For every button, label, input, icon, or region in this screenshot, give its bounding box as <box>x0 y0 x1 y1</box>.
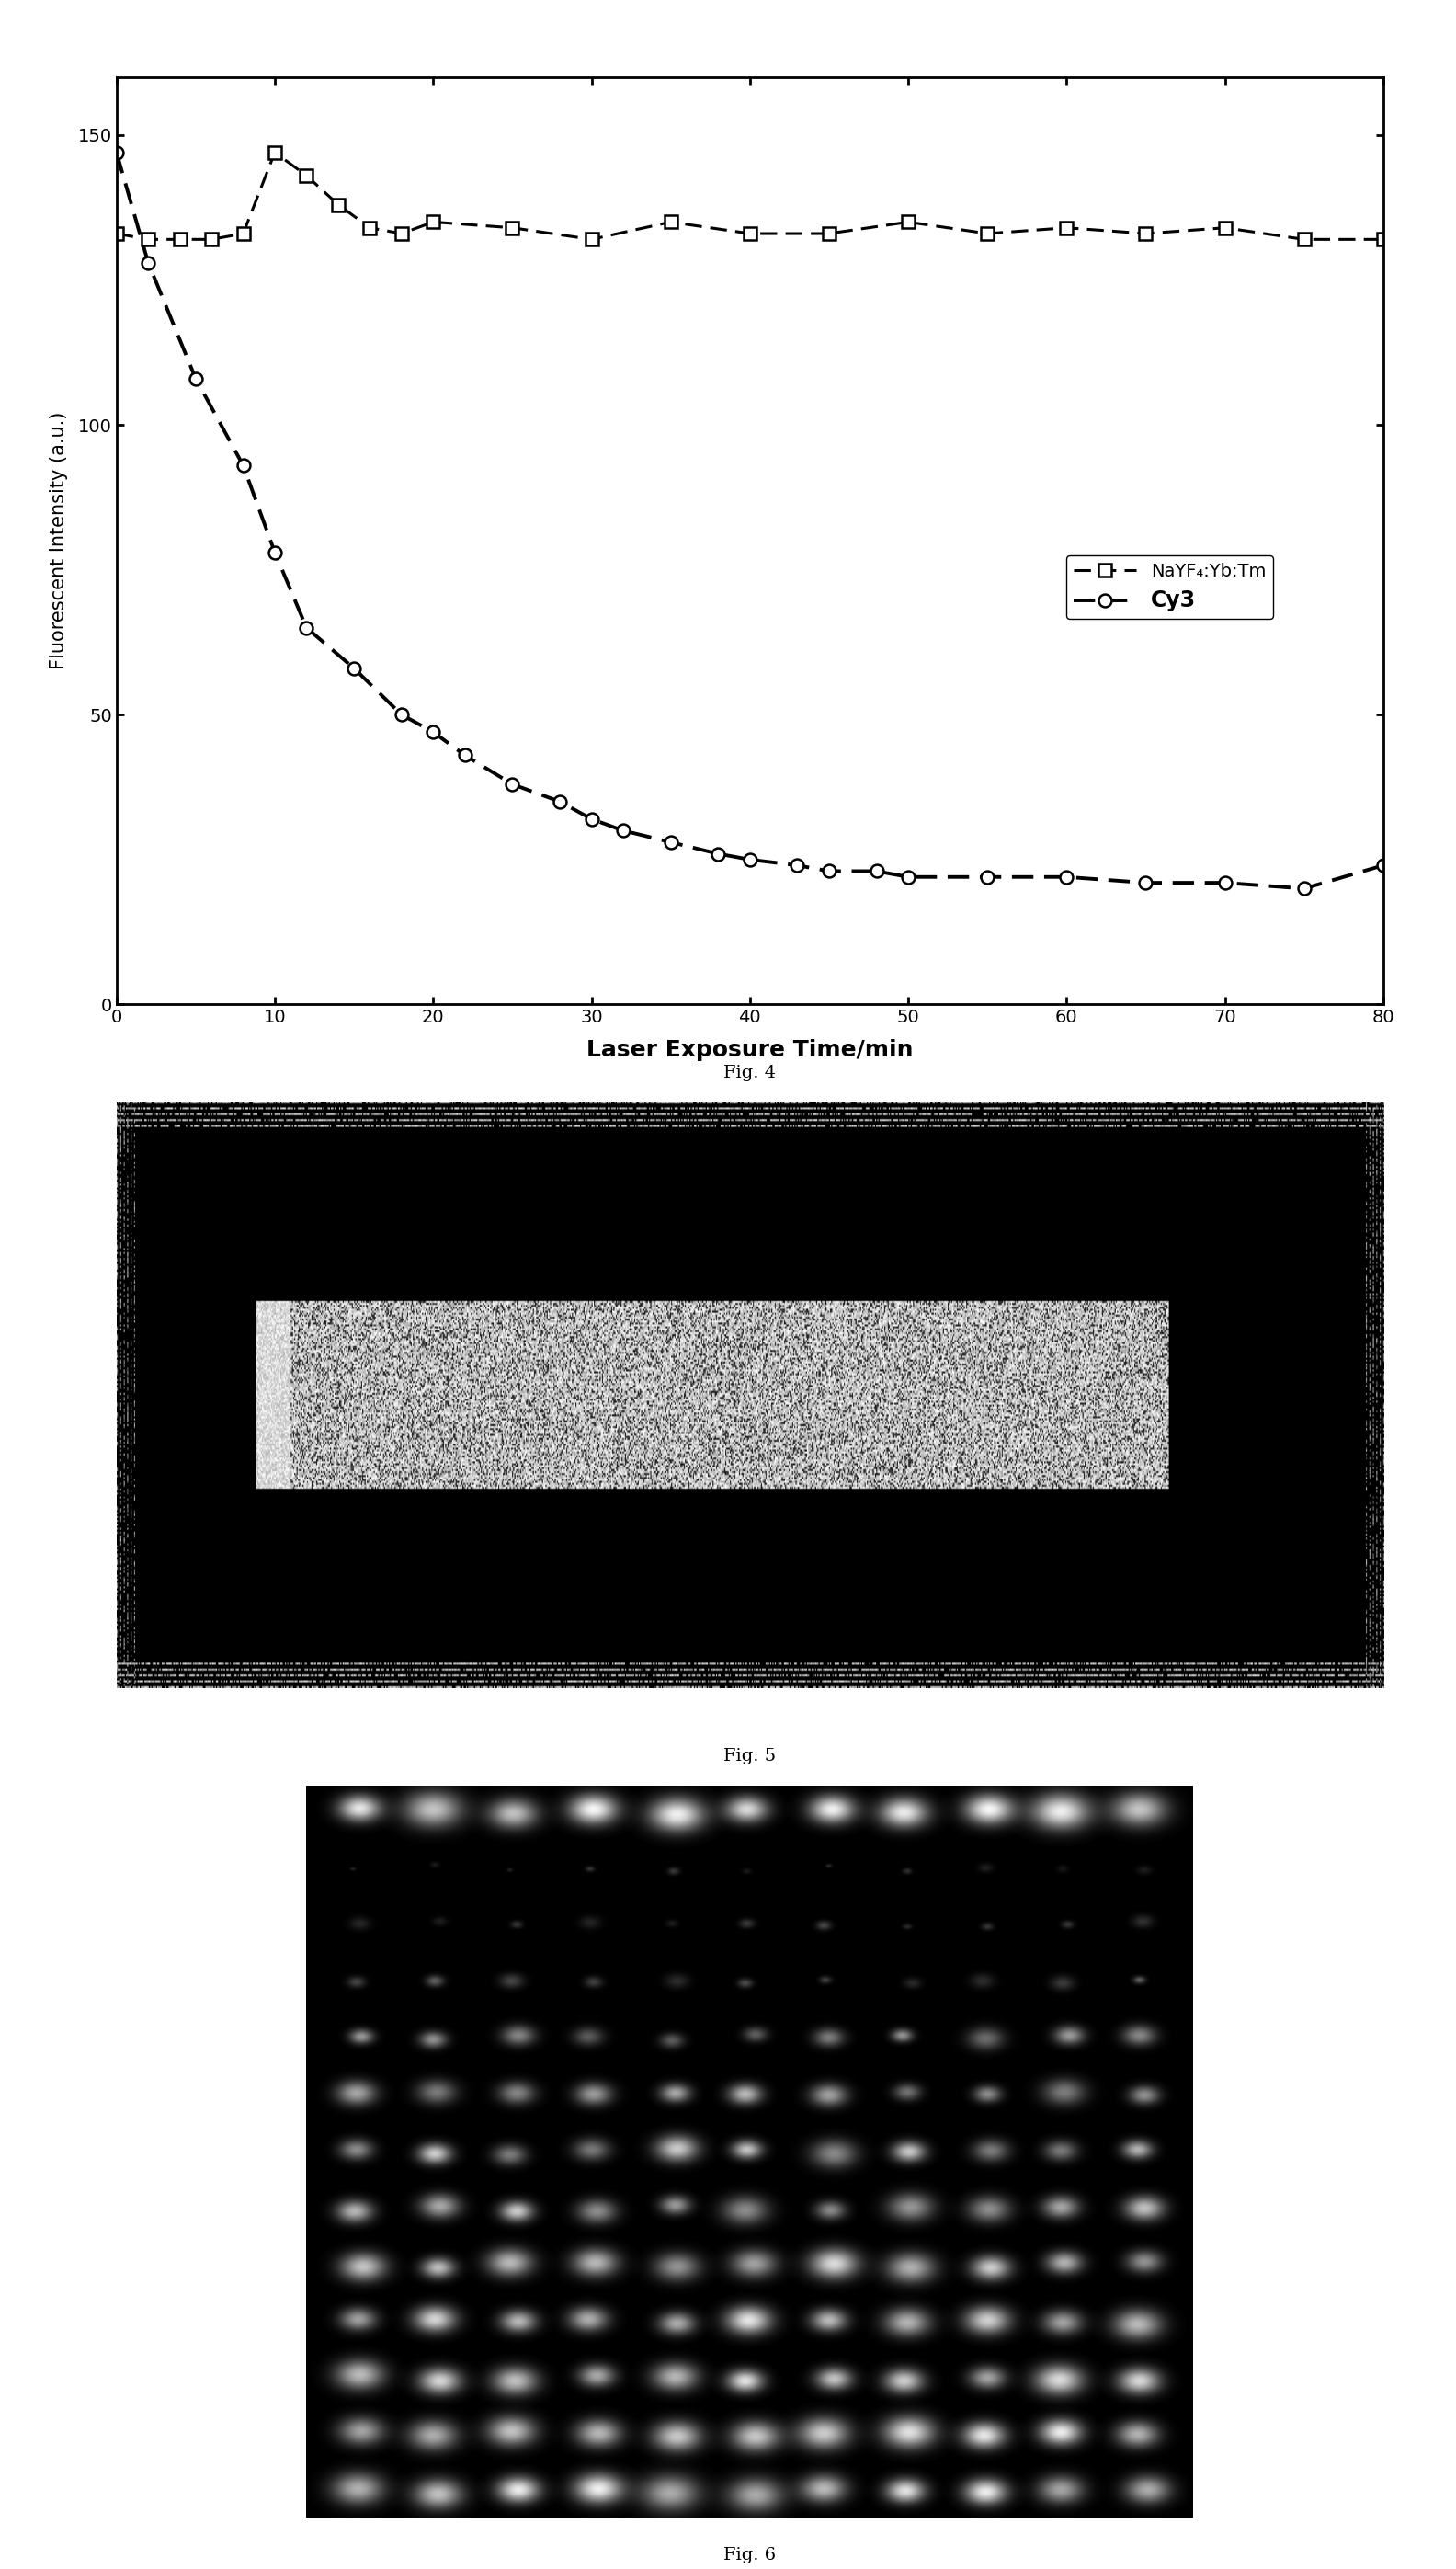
Text: Fig. 6: Fig. 6 <box>724 2546 776 2564</box>
NaYF₄:Yb:Tm <box>234 218 252 249</box>
NaYF₄:Yb:Tm <box>1296 224 1313 254</box>
NaYF₄:Yb:Tm <box>172 224 189 254</box>
NaYF₄:Yb:Tm <box>108 218 125 249</box>
Cy3 <box>266 537 284 568</box>
Cy3 <box>393 699 411 730</box>
Cy3 <box>900 861 917 891</box>
Cy3 <box>140 247 157 277</box>
NaYF₄:Yb:Tm <box>900 206 917 236</box>
NaYF₄:Yb:Tm <box>202 224 220 254</box>
NaYF₄:Yb:Tm <box>1137 218 1155 249</box>
NaYF₄:Yb:Tm <box>140 224 157 254</box>
Y-axis label: Fluorescent Intensity (a.u.): Fluorescent Intensity (a.u.) <box>50 411 67 671</box>
NaYF₄:Yb:Tm <box>820 218 837 249</box>
Cy3 <box>741 845 759 876</box>
Cy3 <box>425 717 443 748</box>
NaYF₄:Yb:Tm <box>329 190 347 221</box>
Cy3 <box>1137 868 1155 899</box>
Cy3 <box>1374 850 1392 881</box>
NaYF₄:Yb:Tm <box>298 159 316 190</box>
NaYF₄:Yb:Tm <box>1057 213 1075 244</box>
Cy3 <box>978 861 996 891</box>
Cy3 <box>298 611 316 642</box>
Cy3 <box>789 850 807 881</box>
NaYF₄:Yb:Tm <box>425 206 443 236</box>
Cy3 <box>108 136 125 167</box>
NaYF₄:Yb:Tm <box>504 213 521 244</box>
NaYF₄:Yb:Tm <box>361 213 379 244</box>
Text: Fig. 4: Fig. 4 <box>724 1064 776 1082</box>
Cy3 <box>614 814 632 845</box>
Cy3 <box>662 827 680 858</box>
Text: Fig. 5: Fig. 5 <box>724 1747 776 1765</box>
Cy3 <box>186 362 204 393</box>
Cy3 <box>1216 868 1233 899</box>
Cy3 <box>345 653 363 683</box>
NaYF₄:Yb:Tm <box>1216 213 1233 244</box>
NaYF₄:Yb:Tm <box>741 218 759 249</box>
X-axis label: Laser Exposure Time/min: Laser Exposure Time/min <box>587 1040 913 1061</box>
Cy3 <box>820 855 837 886</box>
NaYF₄:Yb:Tm <box>582 224 600 254</box>
Line: Cy3: Cy3 <box>111 146 1389 894</box>
Cy3 <box>550 786 568 817</box>
Legend: NaYF₄:Yb:Tm, Cy3: NaYF₄:Yb:Tm, Cy3 <box>1067 555 1273 619</box>
Cy3 <box>582 804 600 835</box>
Cy3 <box>868 855 885 886</box>
NaYF₄:Yb:Tm <box>662 206 680 236</box>
Cy3 <box>456 740 473 771</box>
Cy3 <box>504 768 521 799</box>
Cy3 <box>1057 861 1075 891</box>
Cy3 <box>709 837 727 868</box>
NaYF₄:Yb:Tm <box>266 136 284 167</box>
Line: NaYF₄:Yb:Tm: NaYF₄:Yb:Tm <box>111 146 1389 247</box>
Cy3 <box>1296 873 1313 904</box>
NaYF₄:Yb:Tm <box>1374 224 1392 254</box>
NaYF₄:Yb:Tm <box>978 218 996 249</box>
NaYF₄:Yb:Tm <box>393 218 411 249</box>
Cy3 <box>234 450 252 480</box>
